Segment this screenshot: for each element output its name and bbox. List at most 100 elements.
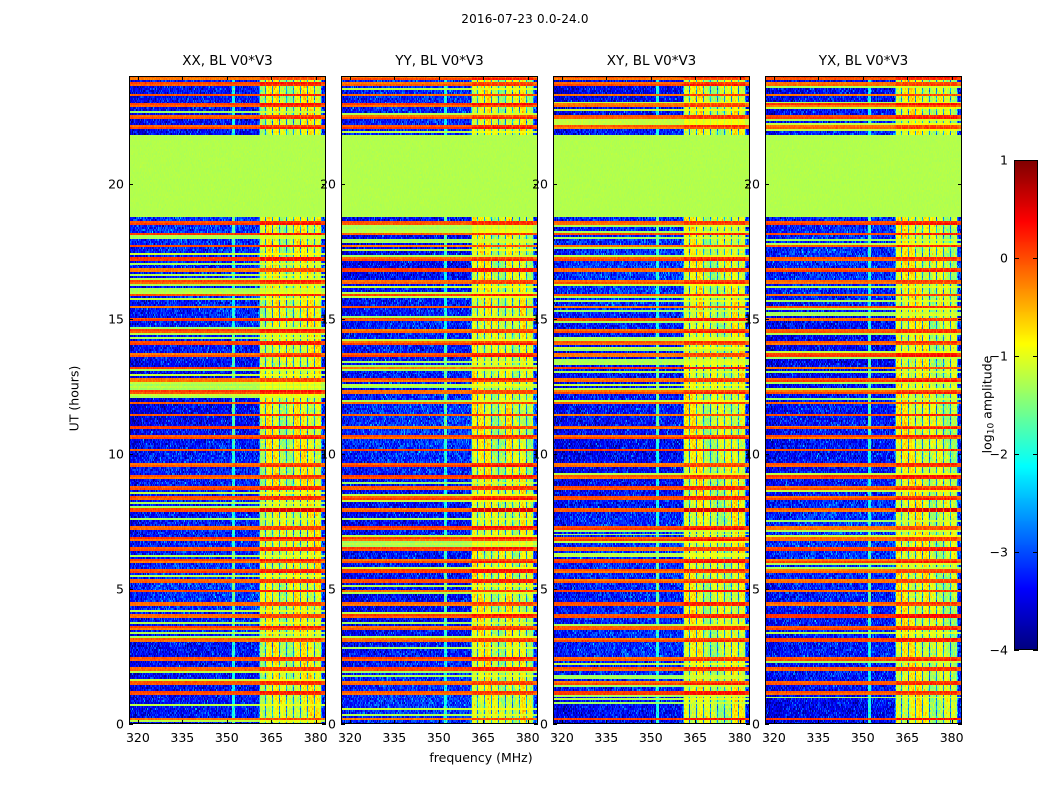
colorbar-tick-mark <box>1014 650 1019 651</box>
y-tick-mark <box>341 589 345 590</box>
y-tick-mark <box>322 724 326 725</box>
x-tick-mark-top <box>650 76 652 80</box>
colorbar: 1 0 −1 −2 −3 −4 <box>990 153 1038 658</box>
y-tick-label: 15 <box>108 311 124 327</box>
y-tick-label: 0 <box>328 716 336 732</box>
x-tick-mark-top <box>739 76 741 80</box>
y-tick-mark <box>341 184 345 185</box>
y-tick-mark <box>341 724 345 725</box>
y-tick-mark <box>322 184 326 185</box>
x-tick-label: 350 <box>214 730 239 745</box>
panel-title-xy: XY, BL V0*V3 <box>606 53 697 69</box>
y-tick-mark <box>765 724 769 725</box>
y-tick-mark <box>553 589 557 590</box>
y-tick-label: 15 <box>532 311 548 327</box>
panel-title-yx: YX, BL V0*V3 <box>818 53 909 69</box>
colorbar-tick-mark <box>1014 160 1019 161</box>
x-tick-mark <box>438 720 440 724</box>
x-tick-mark <box>271 720 273 724</box>
x-tick-mark <box>226 720 228 724</box>
y-tick-mark <box>765 319 769 320</box>
x-tick-label: 320 <box>337 730 362 745</box>
y-tick-label: 20 <box>108 176 124 192</box>
panel-title-xx: XX, BL V0*V3 <box>182 53 273 69</box>
x-tick-label: 320 <box>549 730 574 745</box>
colorbar-tick-mark <box>1014 258 1019 259</box>
y-tick-mark <box>534 454 538 455</box>
x-tick-mark-top <box>226 76 228 80</box>
x-tick-mark <box>527 720 529 724</box>
x-tick-label: 320 <box>125 730 150 745</box>
x-tick-label: 350 <box>850 730 875 745</box>
x-tick-mark <box>606 720 608 724</box>
x-tick-mark <box>818 720 820 724</box>
waterfall-panel-yx[interactable]: YX, BL V0*V3 0 5 10 15 20 320 335 350 365 380 <box>744 53 963 745</box>
x-tick-label: 335 <box>382 730 407 745</box>
y-tick-mark <box>129 184 133 185</box>
y-tick-mark <box>746 724 750 725</box>
colorbar-tick-label: −2 <box>989 446 1008 462</box>
y-tick-mark <box>129 724 133 725</box>
x-tick-mark-top <box>773 76 775 80</box>
y-tick-mark <box>958 589 962 590</box>
y-tick-mark <box>746 184 750 185</box>
x-tick-label: 365 <box>471 730 496 745</box>
x-tick-label: 365 <box>683 730 708 745</box>
colorbar-axis-label: log10 amplitude <box>980 324 997 484</box>
waterfall-panel-xy[interactable]: XY, BL V0*V3 0 5 10 15 20 320 335 350 365 380 <box>532 53 751 745</box>
x-tick-mark-top <box>527 76 529 80</box>
x-tick-mark <box>182 720 184 724</box>
y-tick-mark <box>341 319 345 320</box>
colorbar-tick-mark <box>1033 258 1038 259</box>
y-tick-mark <box>746 454 750 455</box>
x-tick-mark <box>739 720 741 724</box>
waterfall-panel-yy[interactable]: YY, BL V0*V3 0 5 10 15 20 320 335 350 365 380 <box>320 53 539 745</box>
y-tick-mark <box>322 589 326 590</box>
x-tick-mark <box>907 720 909 724</box>
x-tick-mark-top <box>561 76 563 80</box>
y-tick-mark <box>341 454 345 455</box>
y-tick-label: 5 <box>328 581 336 597</box>
x-axis-label: frequency (MHz) <box>429 750 533 765</box>
y-tick-label: 15 <box>744 311 760 327</box>
x-tick-mark <box>650 720 652 724</box>
colorbar-tick-label: −3 <box>989 544 1008 560</box>
y-tick-label: 10 <box>320 446 336 462</box>
y-tick-label: 5 <box>540 581 548 597</box>
x-tick-label: 335 <box>594 730 619 745</box>
y-tick-label: 10 <box>108 446 124 462</box>
x-tick-mark-top <box>182 76 184 80</box>
colorbar-tick-mark <box>1033 650 1038 651</box>
figure-suptitle: 2016-07-23 0.0-24.0 <box>461 12 589 26</box>
y-tick-mark <box>129 319 133 320</box>
colorbar-tick-mark <box>1033 454 1038 455</box>
y-tick-label: 10 <box>744 446 760 462</box>
x-tick-label: 380 <box>303 730 328 745</box>
waterfall-panel-xx[interactable]: XX, BL V0*V3 0 5 10 15 20 320 335 350 365 380 <box>108 53 327 745</box>
x-tick-mark-top <box>483 76 485 80</box>
y-tick-mark <box>322 454 326 455</box>
colorbar-tick-label: 1 <box>1000 152 1008 168</box>
waterfall-image-xy <box>553 76 750 724</box>
x-tick-mark-top <box>862 76 864 80</box>
y-tick-label: 20 <box>744 176 760 192</box>
y-axis-label: UT (hours) <box>66 365 82 432</box>
y-tick-mark <box>553 724 557 725</box>
x-tick-mark <box>862 720 864 724</box>
waterfall-image-xx <box>129 76 326 724</box>
colorbar-tick-mark <box>1033 552 1038 553</box>
x-tick-label: 320 <box>761 730 786 745</box>
waterfall-image-yy <box>341 76 538 724</box>
colorbar-tick-mark <box>1033 160 1038 161</box>
y-tick-label: 5 <box>752 581 760 597</box>
x-tick-mark-top <box>271 76 273 80</box>
colorbar-tick-mark <box>1014 356 1019 357</box>
x-tick-label: 350 <box>426 730 451 745</box>
y-tick-mark <box>958 184 962 185</box>
x-tick-mark <box>394 720 396 724</box>
x-tick-label: 380 <box>515 730 540 745</box>
waterfall-image-yx <box>765 76 962 724</box>
colorbar-label-prefix: log <box>979 434 995 454</box>
x-tick-label: 335 <box>806 730 831 745</box>
y-tick-mark <box>129 589 133 590</box>
